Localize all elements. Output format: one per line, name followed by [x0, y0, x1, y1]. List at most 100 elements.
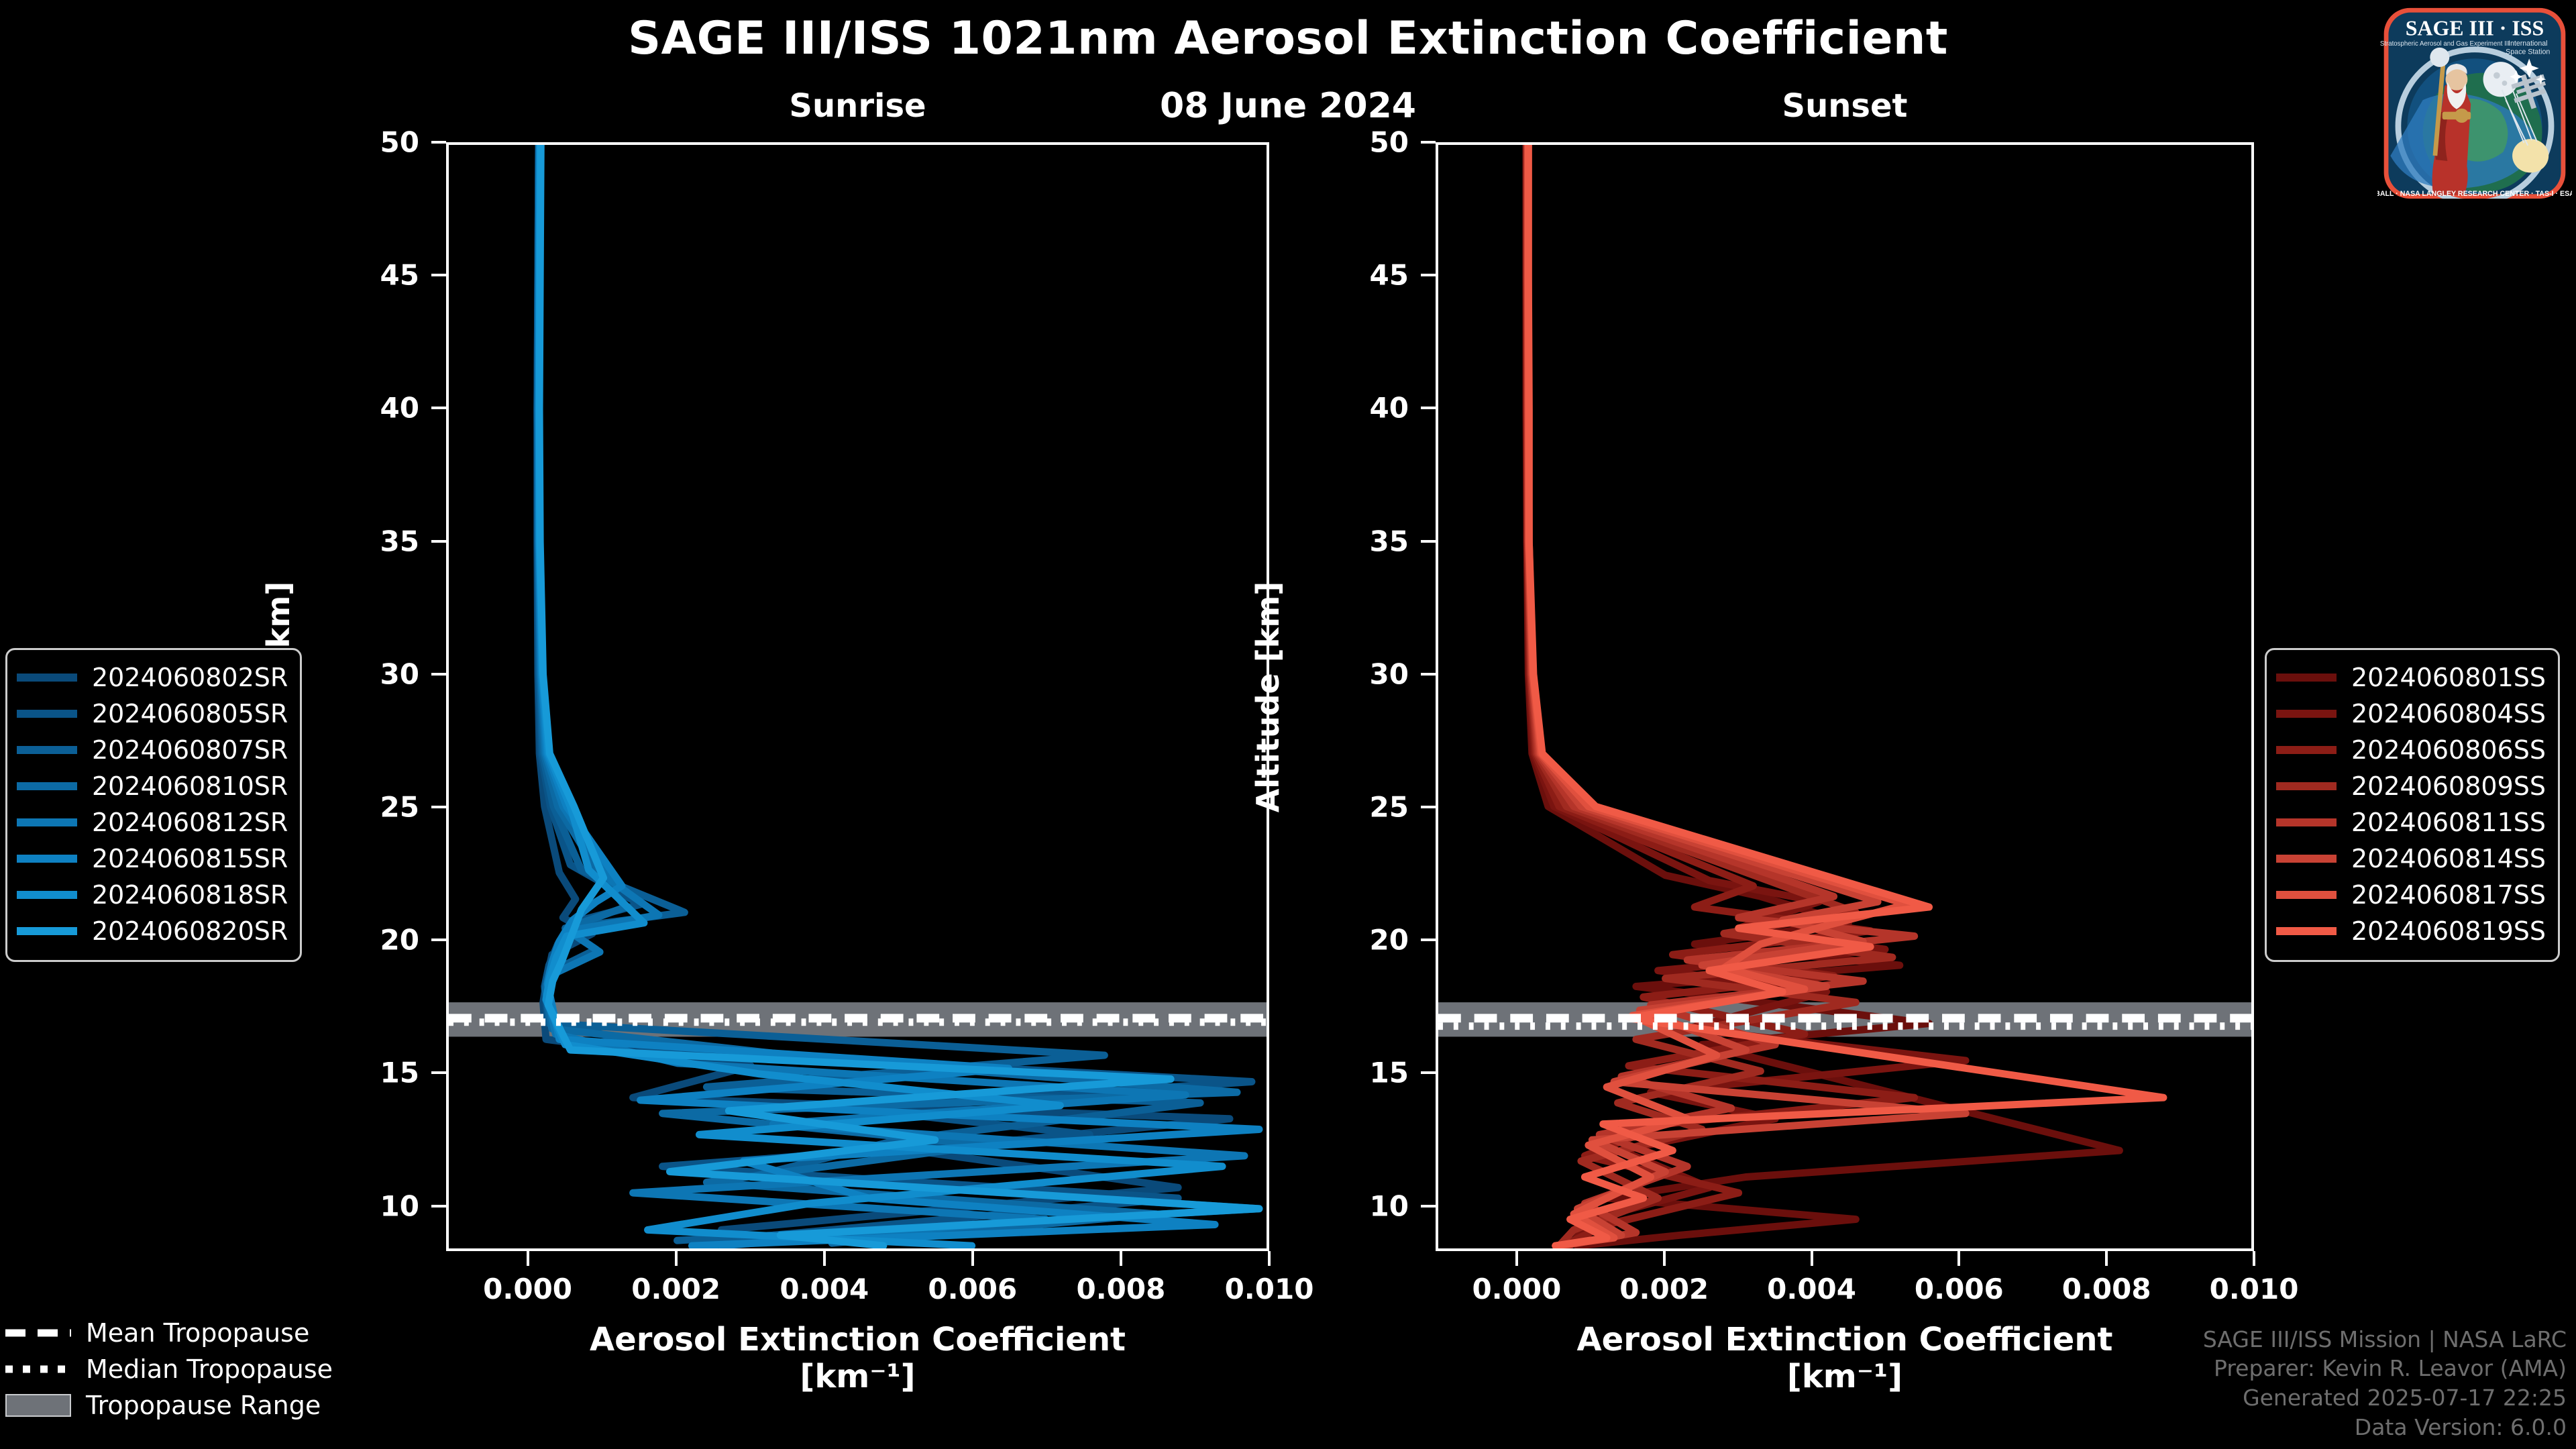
sunrise-plot-area	[449, 145, 1267, 1248]
legend-item-2024060812SR[interactable]: 2024060812SR	[17, 804, 288, 841]
legend-item-2024060805SR[interactable]: 2024060805SR	[17, 696, 288, 732]
tropopause-range-label: Tropopause Range	[86, 1391, 321, 1420]
left-y-tick	[431, 938, 446, 942]
logo-ring-text: BALL · NASA LANGLEY RESEARCH CENTER · TA…	[2377, 190, 2572, 198]
credits-block: SAGE III/ISS Mission | NASA LaRC Prepare…	[2203, 1325, 2567, 1443]
legend-item-2024060820SR[interactable]: 2024060820SR	[17, 913, 288, 949]
left-x-axis-title: Aerosol Extinction Coefficient [km⁻¹]	[446, 1321, 1269, 1396]
left-x-tick	[1119, 1251, 1122, 1266]
data-series-line	[535, 145, 1263, 1248]
legend-item-2024060817SS[interactable]: 2024060817SS	[2276, 877, 2546, 913]
legend-item-label: 2024060815SR	[92, 844, 288, 873]
sage-iii-iss-mission-patch-logo: BALL · NASA LANGLEY RESEARCH CENTER · TA…	[2377, 7, 2572, 199]
left-y-tick-label: 45	[380, 258, 419, 292]
median-tropopause-dot-icon	[5, 1360, 71, 1379]
right-y-tick	[1421, 938, 1436, 942]
right-x-tick	[1515, 1251, 1518, 1266]
legend-item-label: 2024060801SS	[2351, 663, 2546, 692]
right-y-tick-label: 40	[1369, 391, 1409, 425]
legend-color-swatch-icon	[17, 818, 77, 826]
legend-item-label: 2024060807SR	[92, 735, 288, 765]
legend-item-label: 2024060812SR	[92, 808, 288, 837]
left-x-tick-label: 0.004	[780, 1273, 869, 1305]
left-y-tick	[431, 806, 446, 808]
legend-item-label: 2024060810SR	[92, 771, 288, 801]
chart-subtitle-date: 08 June 2024	[1160, 86, 1416, 126]
left-y-tick-label: 10	[380, 1189, 419, 1223]
right-y-tick-label: 35	[1369, 525, 1409, 558]
legend-color-swatch-icon	[2276, 855, 2337, 863]
legend-item-2024060818SR[interactable]: 2024060818SR	[17, 877, 288, 913]
mean-tropopause-dash-icon	[5, 1324, 71, 1342]
legend-item-label: 2024060805SR	[92, 699, 288, 729]
left-x-tick	[526, 1251, 529, 1266]
legend-item-2024060802SR[interactable]: 2024060802SR	[17, 659, 288, 696]
left-y-tick-label: 35	[380, 525, 419, 558]
legend-color-swatch-icon	[2276, 891, 2337, 899]
legend-item-2024060819SS[interactable]: 2024060819SS	[2276, 913, 2546, 949]
legend-item-2024060804SS[interactable]: 2024060804SS	[2276, 696, 2546, 732]
right-x-tick	[2105, 1251, 2108, 1266]
left-y-tick	[431, 141, 446, 144]
right-x-tick	[1957, 1251, 1961, 1266]
legend-item-2024060809SS[interactable]: 2024060809SS	[2276, 768, 2546, 804]
legend-color-swatch-icon	[17, 855, 77, 863]
legend-item-label: 2024060818SR	[92, 880, 288, 910]
legend-item-2024060807SR[interactable]: 2024060807SR	[17, 732, 288, 768]
right-y-tick-label: 10	[1369, 1189, 1409, 1223]
right-y-tick-label: 50	[1369, 125, 1409, 159]
left-y-tick-label: 25	[380, 790, 419, 824]
legend-color-swatch-icon	[2276, 674, 2337, 682]
right-x-tick	[1810, 1251, 1813, 1266]
right-x-axis-title: Aerosol Extinction Coefficient [km⁻¹]	[1436, 1321, 2254, 1396]
legend-item-2024060810SR[interactable]: 2024060810SR	[17, 768, 288, 804]
right-y-axis-title: Altitude [km]	[1250, 581, 1286, 812]
left-x-tick-label: 0.010	[1224, 1273, 1314, 1305]
left-y-tick	[431, 274, 446, 277]
credits-mission: SAGE III/ISS Mission | NASA LaRC	[2202, 1326, 2567, 1352]
sunset-legend[interactable]: 2024060801SS 2024060804SS 2024060806SS 2024…	[2265, 648, 2561, 962]
left-y-tick-label: 15	[380, 1056, 419, 1089]
left-y-tick	[431, 1071, 446, 1075]
legend-item-2024060806SS[interactable]: 2024060806SS	[2276, 732, 2546, 768]
legend-item-2024060801SS[interactable]: 2024060801SS	[2276, 659, 2546, 696]
sunset-plot-panel	[1436, 142, 2254, 1251]
right-y-tick	[1421, 141, 1436, 144]
left-panel-title: Sunrise	[789, 87, 926, 125]
right-x-tick-label: 0.004	[1767, 1273, 1856, 1305]
data-series-line	[1524, 145, 2167, 1248]
svg-text:Space Station: Space Station	[2506, 48, 2550, 56]
legend-color-swatch-icon	[17, 710, 77, 718]
legend-item-2024060815SR[interactable]: 2024060815SR	[17, 841, 288, 877]
tropopause-range-swatch-icon	[5, 1394, 71, 1417]
left-x-tick	[822, 1251, 826, 1266]
legend-color-swatch-icon	[2276, 927, 2337, 935]
right-y-tick-label: 30	[1369, 657, 1409, 691]
right-panel-title: Sunset	[1782, 87, 1908, 125]
left-y-tick	[431, 1204, 446, 1208]
right-x-axis-title-line2: [km⁻¹]	[1786, 1358, 1903, 1396]
right-x-tick-label: 0.000	[1472, 1273, 1562, 1305]
legend-item-label: 2024060817SS	[2351, 880, 2546, 910]
right-x-tick-label: 0.010	[2209, 1273, 2299, 1305]
right-y-tick	[1421, 1071, 1436, 1075]
right-x-tick	[1662, 1251, 1666, 1266]
legend-item-2024060814SS[interactable]: 2024060814SS	[2276, 841, 2546, 877]
legend-item-label: 2024060804SS	[2351, 699, 2546, 729]
svg-text:SAGE III · ISS: SAGE III · ISS	[2406, 17, 2544, 40]
left-x-axis-title-line1: Aerosol Extinction Coefficient	[590, 1321, 1126, 1358]
legend-color-swatch-icon	[2276, 710, 2337, 718]
legend-color-swatch-icon	[2276, 782, 2337, 790]
legend-item-label: 2024060802SR	[92, 663, 288, 692]
right-y-tick	[1421, 1204, 1436, 1208]
sunrise-legend[interactable]: 2024060802SR 2024060805SR 2024060807SR 2024…	[5, 648, 303, 962]
left-x-tick-label: 0.008	[1076, 1273, 1166, 1305]
legend-item-median-tropopause: Median Tropopause	[5, 1351, 333, 1387]
left-x-tick-label: 0.000	[483, 1273, 573, 1305]
legend-color-swatch-icon	[2276, 818, 2337, 826]
legend-item-2024060811SS[interactable]: 2024060811SS	[2276, 804, 2546, 841]
left-y-tick	[431, 407, 446, 410]
left-x-axis-title-line2: [km⁻¹]	[800, 1358, 916, 1396]
legend-item-label: 2024060806SS	[2351, 735, 2546, 765]
left-y-tick-label: 30	[380, 657, 419, 691]
